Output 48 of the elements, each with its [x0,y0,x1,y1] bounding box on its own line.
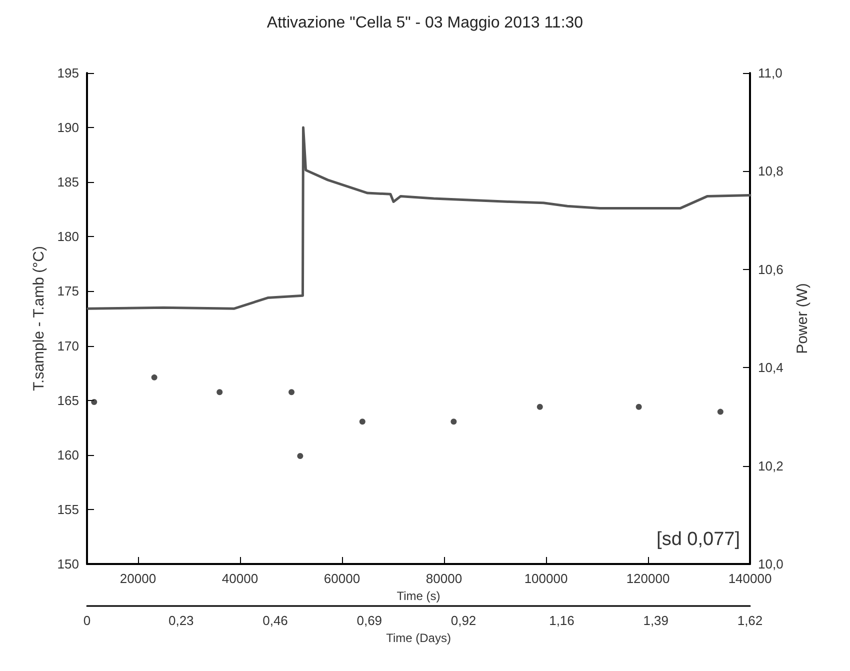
x-tick-label: 20000 [120,571,156,586]
x-tick-label: 120000 [626,571,670,586]
point [297,452,304,459]
point [216,389,223,396]
point [359,418,366,425]
x-tick-label: 100000 [524,571,568,586]
x2-axis-title: Time (Days) [386,630,451,645]
y2-tick-label: 10,8 [758,164,784,179]
point [288,389,295,396]
x-tick-label: 60000 [324,571,360,586]
y-tick-label: 150 [57,556,79,572]
y-tick-label: 155 [57,502,79,517]
y-tick-label: 180 [57,229,79,244]
point [151,374,158,380]
y2-axis-title: Power (W) [794,283,811,354]
annotation: [sd 0,077] [656,529,740,550]
y-tick-label: 175 [57,284,79,299]
x2-tick-label: 0,46 [262,613,288,628]
y-tick-label: 160 [57,447,79,462]
x2-tick-label: 1,62 [737,613,763,628]
y-tick-label: 165 [57,392,79,408]
y-tick-label: 170 [57,338,79,354]
point [536,404,543,410]
x2-tick-label: 0 [83,613,91,628]
x2-tick-label: 0,69 [356,613,382,628]
line-series [86,126,752,310]
x-tick-label: 140000 [728,571,772,586]
x-tick-label: 40000 [222,571,258,586]
y-tick-label: 190 [57,120,79,136]
point [91,398,98,405]
y-axis-title: T.sample - T.amb (°C) [30,246,48,391]
y-tick-label: 185 [57,174,79,190]
point [450,418,457,425]
point [717,408,724,415]
x-axis-title: Time (s) [396,588,440,603]
x2-tick-label: 0,23 [168,613,194,628]
point [636,404,642,410]
x2-tick-label: 0,92 [450,613,476,628]
y2-tick-label: 11,0 [758,66,782,80]
y-tick-label: 195 [57,66,79,80]
y2-tick-label: 10,2 [758,458,784,474]
x2-tick-label: 1,39 [643,613,669,628]
y2-tick-label: 10,0 [758,556,784,572]
x-tick-label: 80000 [426,571,462,586]
x2-tick-label: 1,16 [549,613,574,628]
y2-tick-label: 10,4 [758,360,784,376]
y2-tick-label: 10,6 [758,262,784,277]
chart-title: Attivazione "Cella 5" - 03 Maggio 2013 11:30 [266,14,584,32]
